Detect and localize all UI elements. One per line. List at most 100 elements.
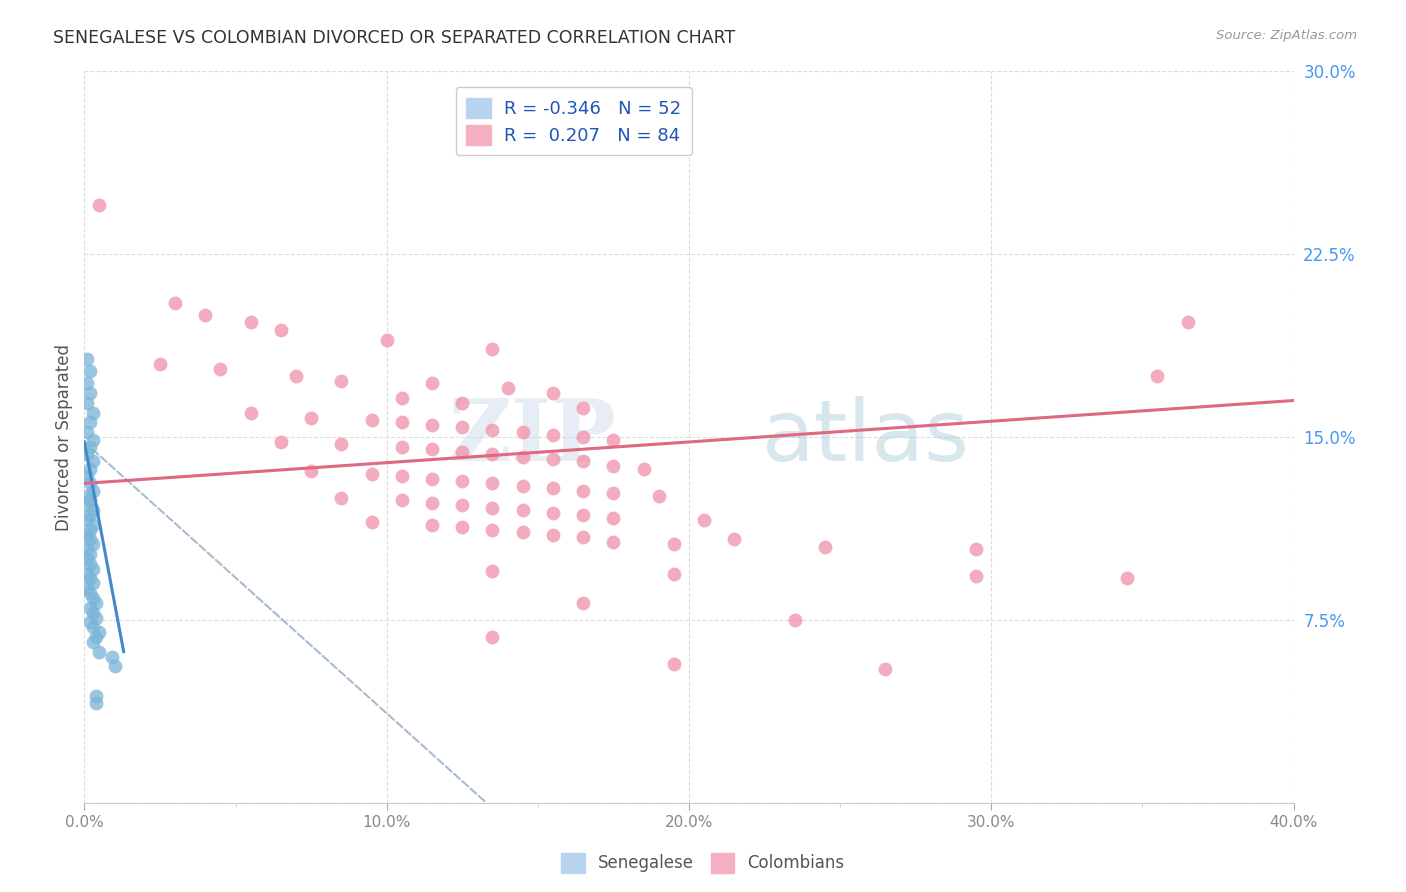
Point — [330, 374, 353, 388]
Point — [602, 459, 624, 474]
Point — [602, 535, 624, 549]
Point — [82, 406, 104, 420]
Point — [194, 308, 217, 322]
Point — [79, 440, 101, 454]
Point — [76, 513, 98, 527]
Point — [633, 462, 655, 476]
Point — [86, 596, 108, 610]
Point — [723, 533, 745, 547]
Point — [82, 537, 104, 551]
Point — [270, 434, 292, 449]
Point — [451, 444, 474, 458]
Point — [104, 659, 127, 673]
Point — [693, 513, 716, 527]
Point — [451, 520, 474, 534]
Point — [572, 596, 595, 610]
Y-axis label: Divorced or Separated: Divorced or Separated — [55, 343, 73, 531]
Point — [662, 657, 685, 671]
Point — [541, 481, 564, 495]
Point — [82, 576, 104, 591]
Point — [79, 493, 101, 508]
Point — [391, 469, 413, 483]
Point — [541, 452, 564, 467]
Point — [86, 689, 108, 703]
Point — [965, 569, 987, 583]
Point — [572, 430, 595, 444]
Point — [79, 476, 101, 491]
Point — [149, 357, 172, 371]
Point — [602, 433, 624, 447]
Point — [82, 454, 104, 468]
Point — [76, 581, 98, 595]
Point — [89, 198, 111, 212]
Point — [89, 625, 111, 640]
Point — [270, 323, 292, 337]
Legend: R = -0.346   N = 52, R =  0.207   N = 84: R = -0.346 N = 52, R = 0.207 N = 84 — [456, 87, 692, 155]
Point — [360, 516, 382, 530]
Point — [82, 503, 104, 517]
Point — [79, 462, 101, 476]
Point — [451, 499, 474, 513]
Point — [481, 564, 503, 578]
Point — [76, 499, 98, 513]
Point — [481, 423, 503, 437]
Point — [662, 566, 685, 581]
Point — [209, 361, 232, 376]
Point — [82, 483, 104, 498]
Point — [79, 364, 101, 378]
Point — [572, 530, 595, 544]
Point — [481, 476, 503, 491]
Point — [420, 442, 443, 457]
Point — [541, 427, 564, 442]
Point — [572, 401, 595, 415]
Point — [79, 547, 101, 561]
Text: atlas: atlas — [762, 395, 970, 479]
Point — [602, 486, 624, 500]
Point — [79, 572, 101, 586]
Point — [375, 333, 398, 347]
Point — [541, 506, 564, 520]
Point — [100, 649, 122, 664]
Point — [330, 491, 353, 505]
Point — [76, 447, 98, 461]
Point — [391, 391, 413, 405]
Point — [82, 517, 104, 532]
Point — [481, 523, 503, 537]
Text: Source: ZipAtlas.com: Source: ZipAtlas.com — [1216, 29, 1357, 42]
Point — [86, 696, 108, 710]
Point — [481, 343, 503, 357]
Point — [79, 615, 101, 630]
Point — [662, 537, 685, 551]
Point — [89, 645, 111, 659]
Text: ZIP: ZIP — [449, 395, 616, 479]
Point — [783, 613, 806, 627]
Point — [512, 425, 534, 440]
Point — [420, 471, 443, 485]
Point — [299, 410, 322, 425]
Point — [965, 542, 987, 557]
Point — [451, 474, 474, 488]
Point — [165, 296, 187, 310]
Point — [1146, 369, 1168, 384]
Point — [360, 467, 382, 481]
Point — [572, 508, 595, 522]
Point — [541, 386, 564, 401]
Point — [420, 517, 443, 532]
Point — [481, 630, 503, 644]
Point — [391, 416, 413, 430]
Point — [420, 376, 443, 391]
Point — [76, 489, 98, 503]
Point — [512, 450, 534, 464]
Point — [76, 352, 98, 367]
Point — [496, 381, 519, 395]
Point — [82, 433, 104, 447]
Point — [79, 557, 101, 571]
Point — [814, 540, 837, 554]
Point — [76, 469, 98, 483]
Point — [76, 376, 98, 391]
Point — [299, 464, 322, 478]
Point — [875, 662, 897, 676]
Point — [1116, 572, 1139, 586]
Point — [481, 447, 503, 461]
Point — [512, 503, 534, 517]
